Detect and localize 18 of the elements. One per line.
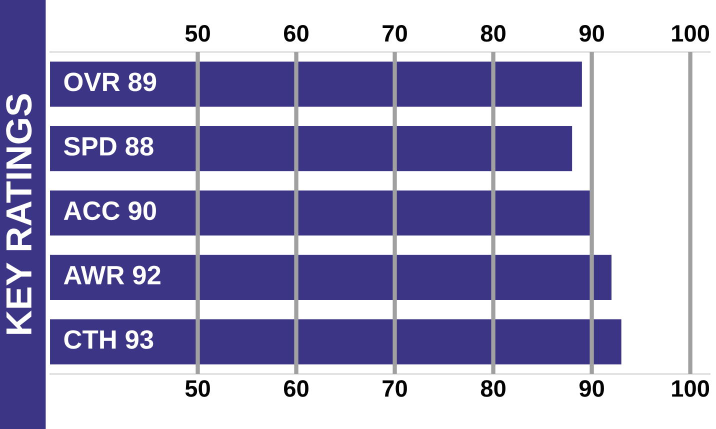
x2-tick-label: 100 <box>672 380 710 397</box>
x2-tick-label: 80 <box>480 380 506 397</box>
y-tick-label: CTH 93 <box>64 330 154 349</box>
y-tick-label: OVR 89 <box>64 72 156 92</box>
x-tick-label: 60 <box>284 25 308 42</box>
x2-tick-label: 70 <box>382 380 407 397</box>
x-tick-label: 90 <box>579 25 604 42</box>
y-tick-label: SPD 88 <box>64 136 154 156</box>
x2-tick-label: 60 <box>284 380 308 397</box>
x-tick-label: 70 <box>382 25 407 42</box>
x-tick-label: 50 <box>185 25 210 42</box>
x-tick-label: 100 <box>672 25 710 42</box>
y-tick-label: ACC 90 <box>64 201 156 220</box>
x2-tick-label: 90 <box>579 380 604 397</box>
x-tick-label: 80 <box>480 25 506 42</box>
text: KEY RATINGS <box>6 94 32 334</box>
y-tick-label: AWR 92 <box>64 266 160 284</box>
x2-tick-label: 50 <box>185 380 210 397</box>
